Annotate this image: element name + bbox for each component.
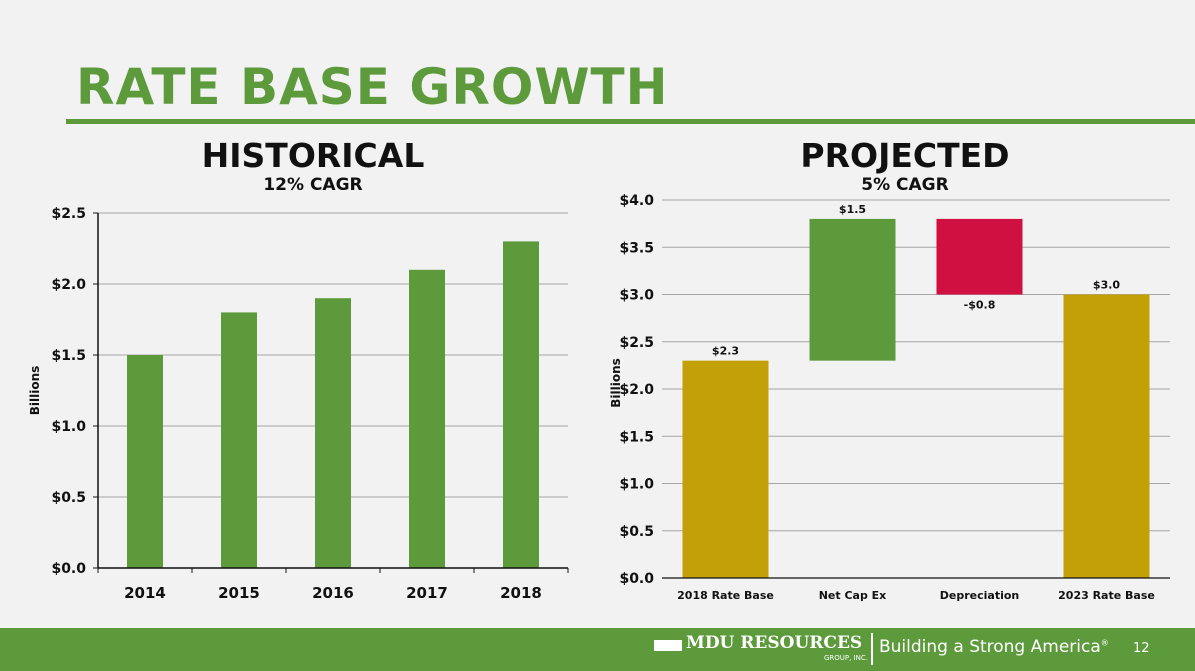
data-label: $1.5 [839,203,866,216]
y-tick-label: $1.0 [619,477,654,493]
y-tick-label: $0.0 [51,561,86,577]
y-tick-label: $3.0 [619,288,654,304]
title-underline [66,119,1195,124]
x-tick-label: Depreciation [940,589,1019,602]
bar [1063,294,1150,578]
historical-chart-subtitle: 12% CAGR [263,175,363,195]
x-tick-label: 2014 [124,584,166,602]
x-tick-label: 2016 [312,584,354,602]
x-tick-label: 2018 [500,584,542,602]
y-tick-label: $3.5 [619,240,654,256]
logo-group-text: GROUP, INC. [824,654,869,662]
footer-divider [871,633,873,665]
historical-chart-title: HISTORICAL [201,136,425,175]
data-label: $2.3 [712,345,739,358]
y-tick-label: $2.0 [51,277,86,293]
tagline-text: Building a Strong America [879,637,1101,657]
bar [503,241,539,568]
x-tick-label: 2023 Rate Base [1058,589,1155,602]
bar [409,269,445,568]
x-tick-label: 2018 Rate Base [677,589,774,602]
y-tick-label: $2.0 [619,382,654,398]
y-tick-label: $1.0 [51,419,86,435]
bar [127,355,163,568]
bar [221,312,257,568]
data-label: -$0.8 [964,299,996,312]
y-tick-label: $1.5 [619,429,654,445]
bar [809,218,896,361]
y-tick-label: $0.0 [619,571,654,587]
footer-bar: MDU RESOURCES GROUP, INC. Building a Str… [0,628,1195,671]
y-axis-label: Billions [28,366,42,416]
tagline-trademark: ® [1100,638,1109,648]
projected-chart-title: PROJECTED [800,136,1010,175]
x-tick-label: 2017 [406,584,448,602]
y-tick-label: $0.5 [619,524,654,540]
y-tick-label: $2.5 [51,206,86,222]
y-tick-label: $4.0 [619,193,654,209]
x-tick-label: 2015 [218,584,260,602]
bar [936,218,1023,295]
y-axis-label: Billions [609,358,623,408]
logo-mark-icon [654,640,682,651]
y-tick-label: $2.5 [619,335,654,351]
bar [315,298,351,568]
projected-chart-subtitle: 5% CAGR [861,175,949,195]
projected-chart: $0.0 $0.5 $1.0 $1.5 $2.0 $2.5 $3.0 $3.5 $4.0 $2.3… [609,193,1170,602]
bar [682,360,769,578]
slide-title: RATE BASE GROWTH [76,58,669,116]
data-label: $3.0 [1093,279,1120,292]
page-number: 12 [1133,641,1150,656]
historical-chart: $0.0 $0.5 $1.0 $1.5 $2.0 $2.5 2014 2015 2016 2017… [28,206,569,602]
tagline: Building a Strong America® [879,639,1109,656]
y-tick-label: $1.5 [51,348,86,364]
logo-name: MDU RESOURCES [686,633,863,653]
y-tick-label: $0.5 [51,490,86,506]
x-tick-label: Net Cap Ex [819,589,887,602]
